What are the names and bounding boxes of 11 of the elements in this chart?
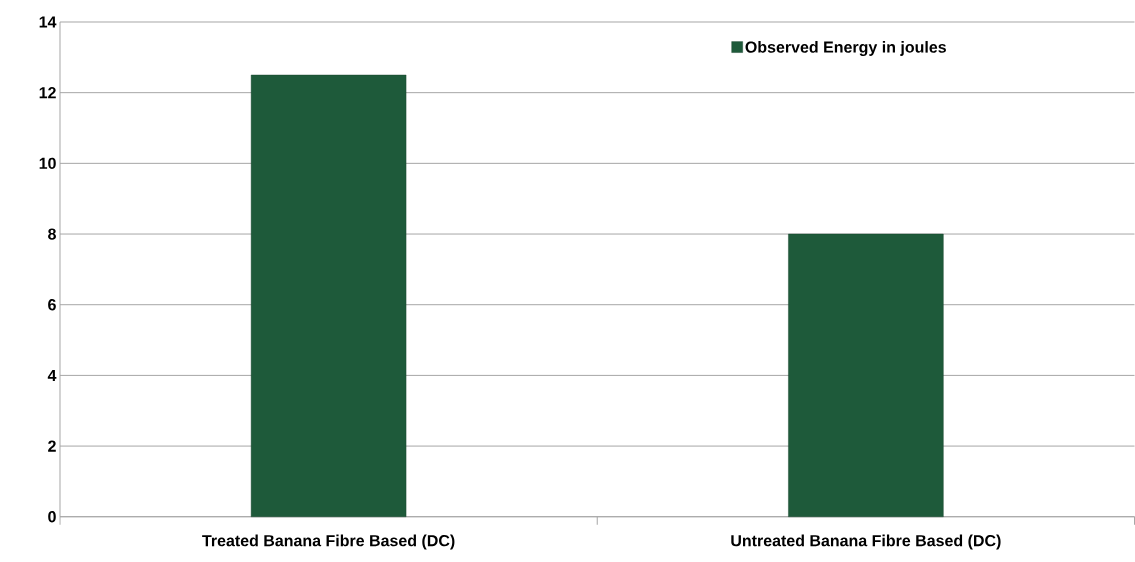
x-tick-label: Untreated Banana Fibre Based (DC)	[731, 534, 1001, 550]
legend-label: Observed Energy in joules	[745, 41, 946, 57]
y-tick-label: 12	[39, 87, 56, 99]
y-tick-label: 6	[48, 299, 56, 311]
y-tick-label: 10	[39, 157, 56, 170]
y-tick-label: 14	[39, 16, 57, 28]
y-tick-label: 8	[48, 228, 56, 240]
y-tick-label: 4	[47, 370, 57, 382]
x-tick-label: Treated Banana Fibre Based (DC)	[202, 534, 455, 550]
y-tick-label: 2	[48, 440, 56, 452]
y-tick-label: 0	[48, 511, 56, 523]
